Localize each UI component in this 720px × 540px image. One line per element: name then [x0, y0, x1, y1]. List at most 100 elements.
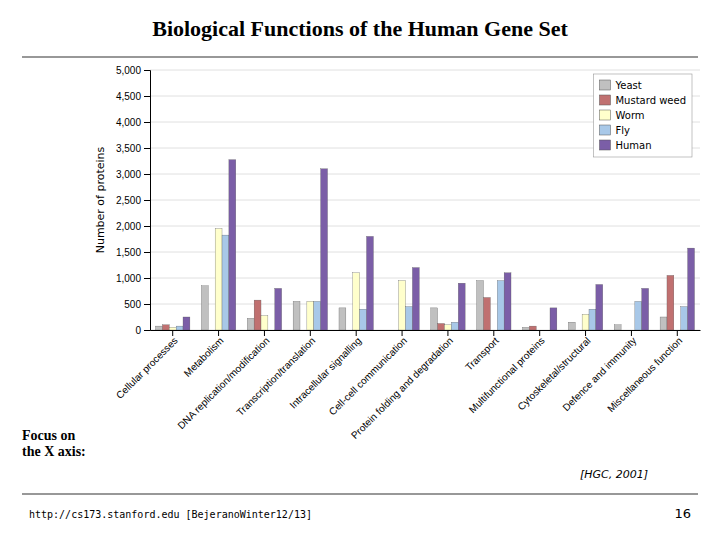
bar — [406, 307, 413, 330]
bar — [261, 316, 268, 330]
y-tick: 2,000 — [116, 221, 150, 232]
legend-swatch — [599, 110, 610, 120]
bar — [176, 326, 183, 330]
bar — [431, 308, 438, 330]
y-axis: 05001,0001,5002,0002,5003,0003,5004,0004… — [116, 65, 151, 336]
bar — [183, 317, 190, 330]
legend-item: Worm — [599, 110, 644, 121]
legend-frame — [593, 74, 692, 157]
focus-text: Focus onthe X axis: — [22, 428, 86, 459]
legend-label: Worm — [615, 110, 644, 121]
bar — [483, 298, 490, 331]
y-tick-label: 1,500 — [116, 247, 141, 258]
footer-left: http://cs173.stanford.edu [BejeranoWinte… — [29, 509, 312, 520]
x-tick-mark — [218, 330, 219, 336]
x-tick-mark — [310, 330, 311, 336]
legend-swatch — [599, 140, 610, 150]
bar — [392, 330, 399, 331]
bar — [490, 330, 497, 331]
title: Biological Functions of the Human Gene S… — [152, 16, 568, 41]
bar — [247, 318, 254, 330]
bar — [201, 286, 208, 330]
x-tick-mark — [356, 330, 357, 336]
bar — [360, 309, 367, 330]
grid — [150, 70, 700, 330]
x-tick: Transcription/translation — [234, 330, 317, 418]
bar — [275, 288, 282, 330]
legend-swatch — [599, 125, 610, 135]
bar — [596, 285, 603, 331]
bar — [346, 330, 353, 331]
y-tick-mark — [144, 252, 150, 253]
legend-item: Yeast — [599, 80, 641, 91]
bar — [681, 307, 688, 330]
legend-label: Human — [615, 140, 651, 151]
x-tick: DNA replication/modification — [175, 330, 271, 431]
y-tick: 3,000 — [116, 169, 150, 180]
legend-item: Fly — [599, 125, 630, 136]
bar — [477, 281, 484, 330]
y-axis-title: Number of proteins — [94, 146, 107, 253]
x-tick-label: Protein folding and degradation — [349, 335, 455, 441]
x-tick-label: Transport — [463, 335, 501, 373]
x-tick: Defence and immunity — [560, 330, 638, 413]
bar — [635, 301, 642, 330]
y-tick-mark — [144, 278, 150, 279]
y-tick-label: 500 — [124, 299, 141, 310]
bar — [367, 236, 374, 330]
bar — [438, 324, 445, 331]
bar — [268, 330, 275, 331]
bar — [162, 325, 169, 330]
x-tick: Multifunctional proteins — [467, 330, 547, 415]
x-tick-mark — [402, 330, 403, 336]
x-tick-label: Cellular processes — [114, 335, 180, 401]
rule — [22, 56, 698, 57]
legend-item: Human — [599, 140, 651, 151]
legend-label: Mustard weed — [615, 95, 686, 106]
bar — [529, 326, 536, 330]
x-tick: Cellular processes — [114, 330, 180, 401]
y-tick: 500 — [124, 299, 150, 310]
bar — [536, 330, 543, 331]
bar — [321, 169, 328, 330]
y-tick-label: 2,500 — [116, 195, 141, 206]
bar — [451, 322, 458, 330]
bar — [222, 235, 229, 330]
x-tick-label: Defence and immunity — [560, 335, 638, 413]
bar — [412, 268, 419, 330]
x-tick: Miscellaneous function — [605, 330, 684, 414]
y-tick-label: 3,000 — [116, 169, 141, 180]
legend-item: Mustard weed — [599, 95, 686, 106]
y-tick-label: 1,000 — [116, 273, 141, 284]
x-tick-label: DNA replication/modification — [175, 335, 271, 431]
y-axis-line — [144, 71, 151, 331]
y-tick: 0 — [135, 325, 150, 336]
y-tick-label: 2,000 — [116, 221, 141, 232]
legend-swatch — [599, 80, 610, 90]
legend-label: Fly — [615, 125, 630, 136]
y-tick-mark — [144, 96, 150, 97]
bar — [458, 283, 465, 330]
bar — [300, 330, 307, 331]
x-axis: Cellular processesMetabolismDNA replicat… — [114, 330, 701, 441]
legend-label: Yeast — [614, 80, 641, 91]
bar — [575, 330, 582, 331]
y-tick-label: 4,000 — [116, 117, 141, 128]
bar — [339, 308, 346, 330]
bar — [504, 273, 511, 330]
x-tick: Protein folding and degradation — [349, 330, 455, 441]
y-tick: 1,500 — [116, 247, 150, 258]
bar-series — [183, 160, 694, 330]
y-tick-label: 3,500 — [116, 143, 141, 154]
y-tick-mark — [144, 226, 150, 227]
bar — [589, 309, 596, 330]
x-tick-mark — [172, 330, 173, 336]
bar — [674, 330, 681, 331]
x-tick: Cell-cell communication — [327, 330, 409, 417]
bar — [215, 229, 222, 330]
y-tick: 4,000 — [116, 117, 150, 128]
y-tick-mark — [144, 148, 150, 149]
bar — [543, 330, 550, 331]
bar — [614, 325, 621, 330]
x-tick-mark — [631, 330, 632, 336]
